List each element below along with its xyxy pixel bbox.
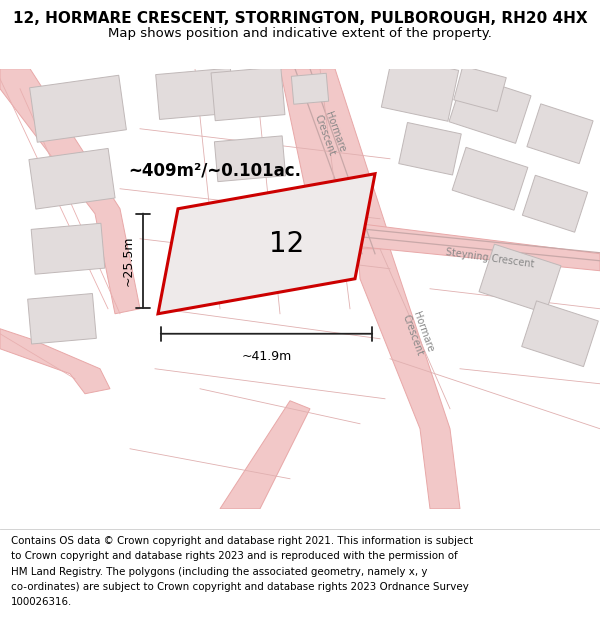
Polygon shape [29,75,127,142]
Text: 100026316.: 100026316. [11,598,72,608]
Polygon shape [382,56,458,121]
Text: Hormare
Crescent: Hormare Crescent [400,310,436,358]
Text: Hormare
Crescent: Hormare Crescent [313,110,347,158]
Polygon shape [31,223,105,274]
Polygon shape [29,148,115,209]
Polygon shape [521,301,598,367]
Text: HM Land Registry. The polygons (including the associated geometry, namely x, y: HM Land Registry. The polygons (includin… [11,567,427,577]
Polygon shape [479,244,561,313]
Polygon shape [358,249,460,509]
Polygon shape [220,401,310,509]
Polygon shape [527,104,593,164]
Polygon shape [28,294,97,344]
Polygon shape [214,136,286,182]
Polygon shape [449,74,531,143]
Text: ~25.5m: ~25.5m [122,236,135,286]
Text: Steyning Crescent: Steyning Crescent [445,248,535,270]
Polygon shape [523,175,587,232]
Polygon shape [452,148,528,210]
Text: Map shows position and indicative extent of the property.: Map shows position and indicative extent… [108,27,492,40]
Text: to Crown copyright and database rights 2023 and is reproduced with the permissio: to Crown copyright and database rights 2… [11,551,457,561]
Polygon shape [0,329,110,394]
Polygon shape [155,68,235,119]
Polygon shape [292,73,329,104]
Polygon shape [454,66,506,111]
Polygon shape [211,67,285,121]
Polygon shape [399,122,461,175]
Polygon shape [280,69,390,259]
Text: co-ordinates) are subject to Crown copyright and database rights 2023 Ordnance S: co-ordinates) are subject to Crown copyr… [11,582,469,592]
Polygon shape [0,69,140,314]
Text: ~41.9m: ~41.9m [241,350,292,362]
Polygon shape [158,174,375,314]
Text: 12, HORMARE CRESCENT, STORRINGTON, PULBOROUGH, RH20 4HX: 12, HORMARE CRESCENT, STORRINGTON, PULBO… [13,11,587,26]
Text: Contains OS data © Crown copyright and database right 2021. This information is : Contains OS data © Crown copyright and d… [11,536,473,546]
Text: 12: 12 [269,230,304,258]
Polygon shape [360,224,600,271]
Text: ~409m²/~0.101ac.: ~409m²/~0.101ac. [128,162,302,180]
